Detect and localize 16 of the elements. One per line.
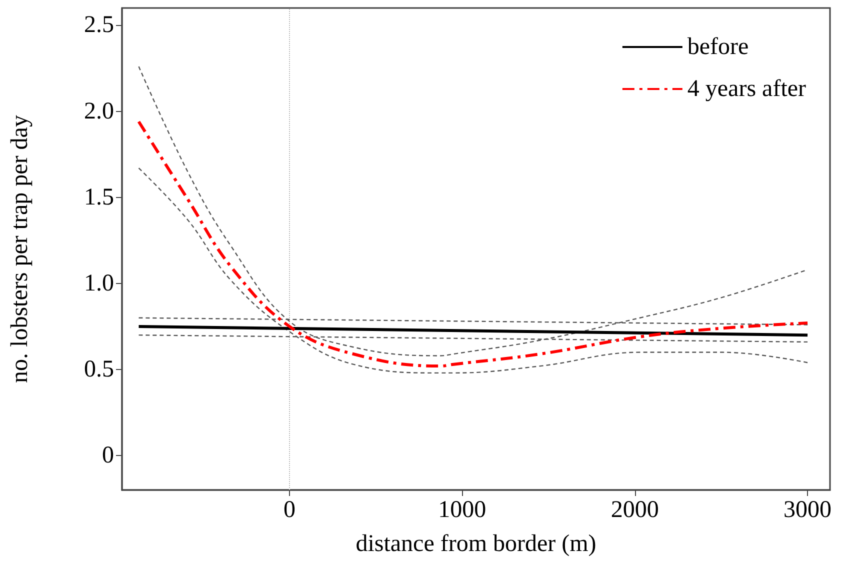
line-series: [138, 167, 808, 374]
legend-label: 4 years after: [687, 76, 806, 102]
y-tick-label: 0.5: [84, 356, 114, 382]
y-tick-label: 2.0: [84, 98, 114, 124]
y-tick-label: 0: [102, 442, 114, 469]
y-tick-label: 2.5: [84, 12, 114, 38]
x-tick-label: 2000: [610, 497, 659, 523]
x-tick-label: 0: [284, 497, 296, 523]
line-series: [137, 120, 810, 368]
x-tick-label: 3000: [784, 497, 832, 523]
legend-label: before: [687, 34, 749, 60]
x-axis-title: distance from border (m): [356, 531, 596, 557]
y-tick-label: 1.5: [84, 184, 114, 210]
y-axis-title: no. lobsters per trap per day: [7, 115, 33, 383]
x-tick-label: 1000: [438, 497, 486, 523]
y-tick-label: 1.0: [84, 270, 114, 296]
